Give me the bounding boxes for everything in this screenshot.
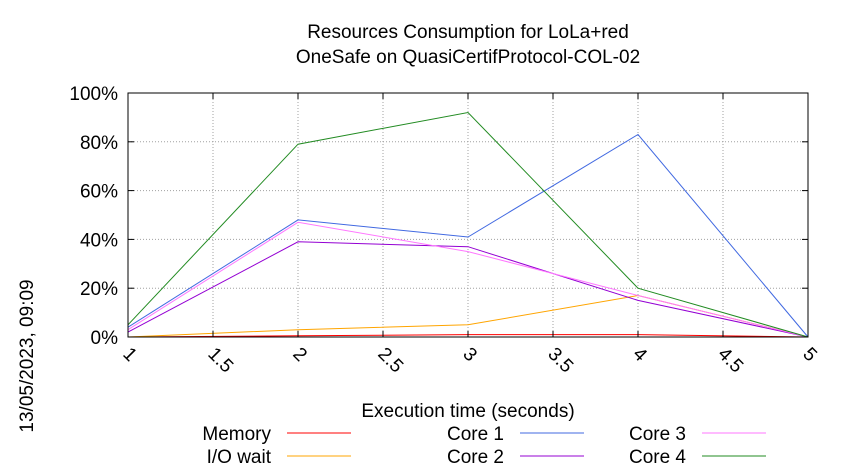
x-axis-label: Execution time (seconds) (361, 401, 574, 422)
y-tick-label: 60% (80, 182, 118, 203)
y-tick-label: 40% (80, 230, 118, 251)
x-tick-label: 4 (628, 344, 651, 367)
legend-label-core-3: Core 3 (629, 424, 686, 445)
series-line-core-1 (127, 133, 809, 338)
legend-label-memory: Memory (202, 424, 271, 445)
y-tick-label: 100% (69, 84, 118, 105)
timestamp-label: 13/05/2023, 09:09 (17, 279, 38, 432)
x-tick-label: 3.5 (543, 344, 577, 378)
x-tick-label: 5 (798, 344, 820, 366)
series-line-core-3 (127, 221, 809, 338)
x-tick-label: 2 (288, 344, 310, 366)
legend-label-core-1: Core 1 (447, 424, 504, 445)
grid (128, 93, 808, 337)
legend-label-core-4: Core 4 (629, 447, 686, 468)
legend-label-i-o-wait: I/O wait (207, 447, 272, 468)
series-line-core-4 (127, 111, 809, 338)
x-tick-label: 1 (118, 344, 140, 366)
series-layer (127, 111, 809, 338)
x-tick-label: 3 (458, 344, 480, 366)
axis-ticks: 0% 20% 40% 60% 80% 100% 1 1.5 2 2.5 3 3.5 4 4.5 5 (69, 84, 820, 377)
chart-title-line-1: Resources Consumption for LoLa+red (307, 22, 629, 43)
x-tick-label: 4.5 (713, 344, 747, 378)
y-tick-label: 80% (80, 133, 118, 154)
x-tick-label: 1.5 (203, 344, 237, 378)
legend-label-core-2: Core 2 (447, 447, 504, 468)
series-line-core-2 (127, 241, 809, 338)
y-tick-label: 0% (91, 328, 119, 349)
chart-title-line-2: OneSafe on QuasiCertifProtocol-COL-02 (296, 47, 640, 68)
x-tick-label: 2.5 (373, 344, 407, 378)
y-tick-label: 20% (80, 279, 118, 300)
